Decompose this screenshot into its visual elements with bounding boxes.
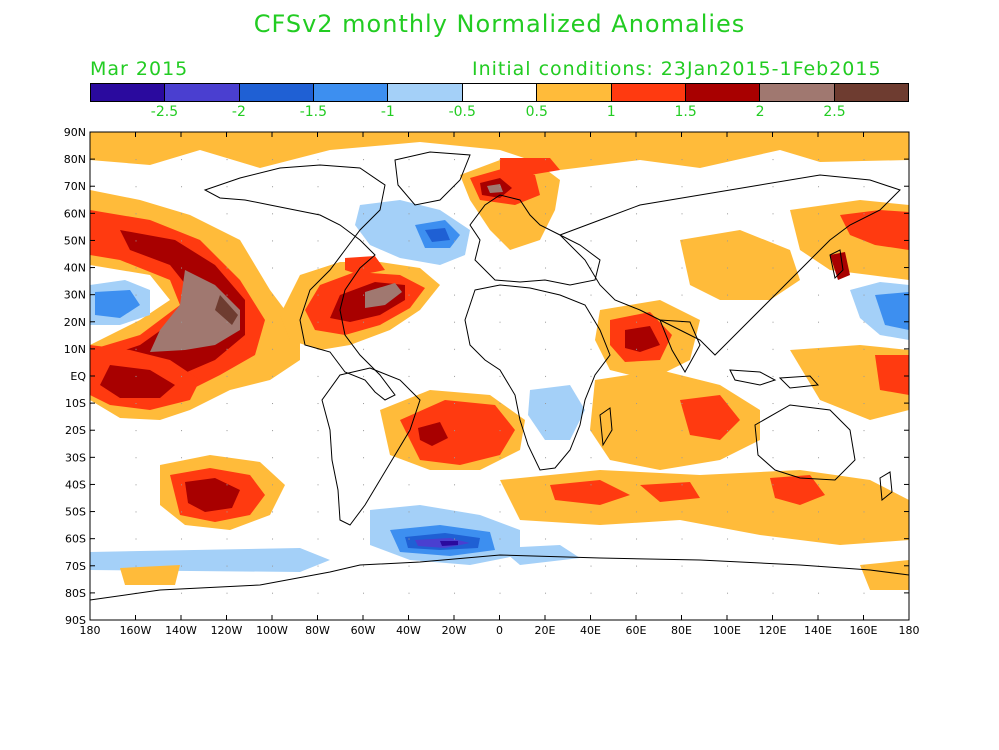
legend-swatch <box>834 84 908 101</box>
longitude-tick-label: 160E <box>850 624 878 637</box>
latitude-tick-label: 10N <box>64 343 86 356</box>
latitude-tick-label: 30S <box>65 451 86 464</box>
longitude-tick-label: 80E <box>671 624 692 637</box>
latitude-tick-label: 70S <box>65 560 86 573</box>
longitude-tick-label: 120W <box>211 624 243 637</box>
latitude-tick-label: 90S <box>65 614 86 627</box>
longitude-tick-label: 140W <box>165 624 197 637</box>
legend-tick-label: -1.5 <box>299 104 328 120</box>
latitude-tick-label: 80S <box>65 587 86 600</box>
longitude-tick-label: 180 <box>899 624 920 637</box>
latitude-tick-label: 60N <box>64 207 86 220</box>
legend-tick-label: 2.5 <box>823 104 846 120</box>
legend-tick-label: -1 <box>380 104 395 120</box>
longitude-tick-label: 20E <box>535 624 556 637</box>
legend-swatch <box>314 84 389 101</box>
legend-tick-label: 0.5 <box>525 104 548 120</box>
longitude-tick-label: 40E <box>580 624 601 637</box>
month-label: Mar 2015 <box>90 58 189 80</box>
legend-tick-label: -2 <box>231 104 246 120</box>
latitude-tick-label: 70N <box>64 180 86 193</box>
latitude-tick-label: 60S <box>65 533 86 546</box>
longitude-tick-label: 80W <box>305 624 330 637</box>
longitude-tick-label: 0 <box>496 624 503 637</box>
longitude-axis: 180 160W 140W 120W 100W 80W 60W 40W 20W 0 20E 40E 60… <box>80 624 920 637</box>
latitude-tick-label: 40N <box>64 262 86 275</box>
longitude-tick-label: 60E <box>626 624 647 637</box>
legend-swatch <box>462 84 538 101</box>
legend-swatch <box>537 84 612 101</box>
latitude-tick-label: 10S <box>65 397 86 410</box>
longitude-tick-label: 140E <box>804 624 832 637</box>
legend-swatch <box>685 84 761 101</box>
longitude-tick-label: 120E <box>759 624 787 637</box>
legend-tick-label: 1.5 <box>674 104 697 120</box>
latitude-tick-label: EQ <box>70 370 86 383</box>
legend-swatch <box>239 84 315 101</box>
longitude-tick-label: 100E <box>713 624 741 637</box>
longitude-tick-label: 60W <box>351 624 376 637</box>
coastlines <box>89 151 910 601</box>
latitude-axis: 90N 80N 70N 60N 50N 40N 30N 20N 10N EQ 10S 20S 30S 40… <box>64 126 87 627</box>
longitude-tick-label: 20W <box>442 624 467 637</box>
longitude-tick-label: 100W <box>256 624 288 637</box>
legend-swatch <box>165 84 240 101</box>
latitude-tick-label: 50S <box>65 506 86 519</box>
latitude-tick-label: 90N <box>64 126 86 139</box>
legend-tick-label: -2.5 <box>150 104 179 120</box>
legend-swatch <box>760 84 835 101</box>
legend-swatch <box>611 84 686 101</box>
longitude-tick-label: 180 <box>80 624 101 637</box>
longitude-tick-label: 40W <box>396 624 421 637</box>
map-title: CFSv2 monthly Normalized Anomalies <box>253 10 746 38</box>
latitude-tick-label: 20N <box>64 316 86 329</box>
latitude-tick-label: 50N <box>64 234 86 247</box>
latitude-tick-label: 80N <box>64 153 86 166</box>
longitude-tick-label: 160W <box>120 624 152 637</box>
legend-tick-label: 1 <box>606 104 616 120</box>
latitude-tick-label: 20S <box>65 424 86 437</box>
latitude-tick-label: 40S <box>65 478 86 491</box>
legend-tick-label: 2 <box>755 104 765 120</box>
legend-swatch <box>91 84 166 101</box>
init-conditions-label: Initial conditions: 23Jan2015-1Feb2015 <box>472 58 882 80</box>
axis-ticks <box>89 131 910 621</box>
anomaly-field <box>90 132 909 620</box>
color-legend-bar <box>90 83 909 102</box>
legend-tick-label: -0.5 <box>448 104 476 120</box>
latitude-tick-label: 30N <box>64 289 86 302</box>
legend-swatch <box>388 84 463 101</box>
